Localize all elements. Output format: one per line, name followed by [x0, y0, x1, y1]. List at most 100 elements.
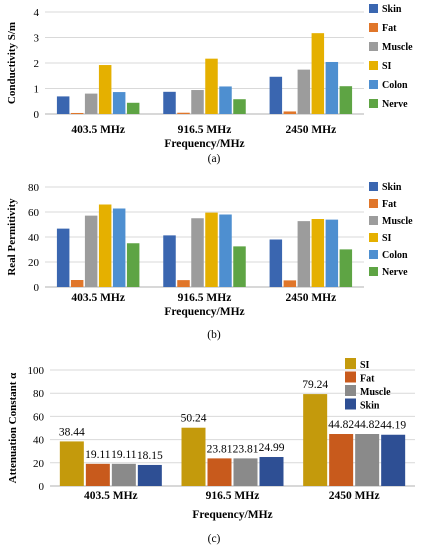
- y-tick-label: 80: [28, 182, 40, 194]
- y-tick-label: 60: [28, 207, 40, 219]
- legend-swatch: [369, 250, 378, 259]
- bar-muscle-1: [84, 215, 98, 287]
- panel-label: (b): [207, 329, 221, 341]
- x-tick-label: 403.5 MHz: [71, 292, 125, 304]
- legend-label: Fat: [382, 199, 397, 210]
- bar-muscle-2: [191, 90, 204, 114]
- y-tick-label: 1: [34, 84, 40, 96]
- bar-colon-1: [112, 208, 126, 287]
- bar-fat-3: [283, 280, 297, 287]
- legend-label: SI: [360, 360, 370, 371]
- y-tick-label: 80: [33, 388, 45, 400]
- legend-label: Fat: [360, 374, 375, 385]
- data-label: 44.19: [380, 420, 406, 432]
- bar-si-2: [205, 212, 218, 287]
- chart-b: 0 20 40 60 80 403.5 MHz 916.5 MHz 2450 MHz Frequ…: [6, 182, 413, 341]
- legend-label: Nerve: [382, 99, 408, 110]
- legend-label: Colon: [382, 80, 408, 91]
- x-tick-label: 2450 MHz: [329, 490, 380, 502]
- bar-nerve-3: [339, 86, 353, 114]
- legend-swatch: [369, 4, 378, 13]
- x-axis-title: Frequency/MHz: [192, 509, 272, 521]
- data-label: 38.44: [59, 426, 85, 438]
- bar-muscle-3: [297, 221, 311, 287]
- bar-fat-2: [177, 112, 190, 114]
- legend-swatch: [369, 23, 378, 32]
- data-label: 79.24: [302, 379, 328, 391]
- data-label: 44.82: [328, 419, 354, 431]
- legend-label: Muscle: [382, 216, 413, 227]
- bar-si-1: [98, 204, 112, 287]
- bar-nerve-2: [233, 246, 246, 287]
- y-tick-label: 60: [33, 411, 45, 423]
- legend: Skin Fat Muscle SI Colon Nerve: [369, 182, 413, 278]
- y-tick-label: 40: [28, 232, 40, 244]
- x-axis-title: Frequency/MHz: [164, 306, 244, 318]
- y-tick-label: 0: [34, 109, 40, 121]
- bar-si-1: [98, 65, 112, 114]
- bar-colon-1: [112, 92, 126, 114]
- legend-label: SI: [382, 233, 392, 244]
- bar-si-1: [59, 441, 84, 486]
- bar-skin-2: [163, 91, 176, 114]
- bar-skin-1: [56, 96, 70, 114]
- legend-swatch: [369, 99, 378, 108]
- y-tick-label: 4: [34, 7, 40, 19]
- data-label: 18.15: [137, 450, 163, 462]
- bar-si-2: [205, 58, 218, 114]
- bar-fat-2: [207, 458, 232, 486]
- x-tick-label: 2450 MHz: [285, 292, 336, 304]
- bar-fat-1: [70, 112, 84, 114]
- y-tick-label: 20: [33, 458, 45, 470]
- bar-nerve-3: [339, 249, 353, 287]
- legend-swatch: [369, 61, 378, 70]
- data-label: 24.99: [259, 442, 285, 454]
- legend-label: Muscle: [382, 42, 413, 53]
- data-label: 23.81: [207, 443, 233, 455]
- bar-colon-2: [219, 86, 232, 114]
- data-label: 44.82: [354, 419, 380, 431]
- bar-fat-1: [70, 280, 84, 287]
- bar-skin-1: [56, 228, 70, 287]
- bar-colon-3: [325, 61, 339, 114]
- legend-swatch: [345, 398, 356, 410]
- bar-fat-3: [329, 434, 354, 486]
- bar-muscle-1: [84, 93, 98, 114]
- bar-fat-2: [177, 280, 190, 287]
- bar-skin-3: [381, 434, 406, 486]
- data-label: 23.81: [233, 443, 259, 455]
- legend-label: Muscle: [360, 387, 391, 398]
- legend-label: Nerve: [382, 267, 408, 278]
- y-tick-label: 20: [28, 257, 40, 269]
- legend-label: Skin: [360, 401, 380, 412]
- legend-swatch: [369, 80, 378, 89]
- bar-si-3: [311, 219, 325, 287]
- x-tick-label: 403.5 MHz: [84, 490, 138, 502]
- bar-muscle-2: [233, 458, 258, 486]
- x-tick-label: 916.5 MHz: [206, 490, 260, 502]
- legend-swatch: [369, 182, 378, 191]
- legend-swatch: [369, 42, 378, 51]
- legend-label: Skin: [382, 4, 402, 15]
- bar-si-3: [303, 394, 328, 486]
- legend-label: Skin: [382, 182, 402, 193]
- legend-label: Fat: [382, 23, 397, 34]
- bar-muscle-2: [191, 218, 204, 287]
- legend-label: SI: [382, 61, 392, 72]
- bar-si-2: [181, 427, 206, 486]
- x-tick-label: 916.5 MHz: [178, 124, 232, 136]
- bar-fat-3: [283, 111, 297, 114]
- legend-swatch: [369, 199, 378, 208]
- legend-swatch: [345, 358, 356, 369]
- y-tick-label: 100: [28, 365, 45, 377]
- x-axis-title: Frequency/MHz: [164, 138, 244, 150]
- y-tick-label: 0: [34, 282, 40, 294]
- bar-skin-1: [137, 464, 162, 486]
- bar-skin-2: [259, 457, 284, 486]
- legend-swatch: [369, 267, 378, 276]
- bar-colon-3: [325, 219, 339, 287]
- bar-skin-3: [269, 76, 283, 114]
- y-tick-label: 3: [34, 33, 40, 45]
